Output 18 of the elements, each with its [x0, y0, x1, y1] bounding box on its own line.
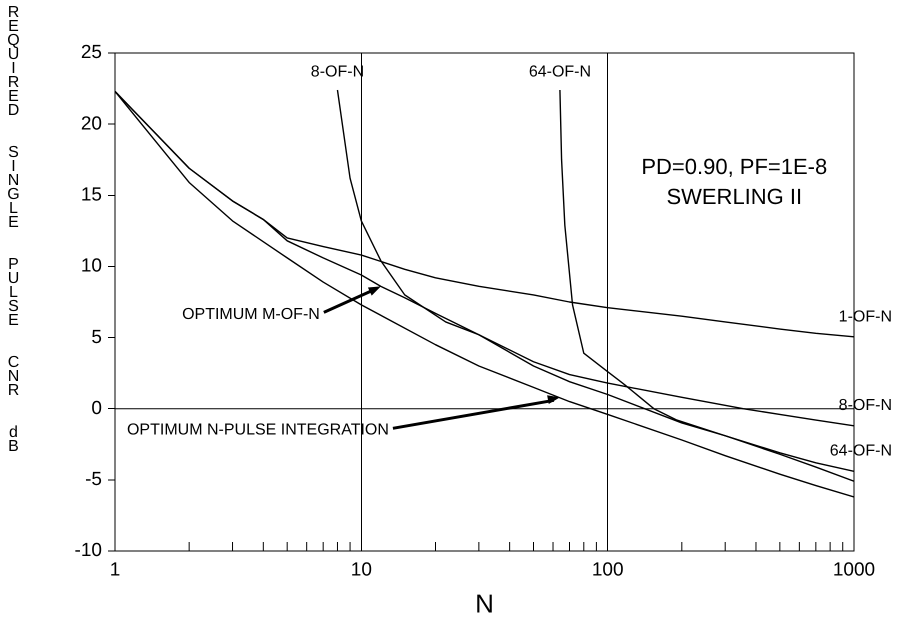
- x-axis-title: N: [475, 588, 494, 619]
- x-tick-label: 100: [592, 560, 624, 581]
- y-tick-label: -5: [85, 469, 102, 490]
- y-tick-label: 20: [80, 113, 102, 134]
- y-tick-label: 0: [91, 398, 102, 419]
- y-tick-label: -10: [74, 540, 102, 562]
- y-tick-label: 15: [80, 184, 102, 206]
- y-tick-label: 10: [80, 256, 102, 277]
- y-tick-label: 5: [91, 326, 102, 348]
- annotation: PD=0.90, PF=1E-8: [641, 154, 828, 180]
- y-axis-title: REQUIRED SINGLE PULSE CNR dB: [4, 4, 22, 454]
- annotation: OPTIMUM M-OF-N: [182, 306, 320, 323]
- x-tick-label: 10: [350, 560, 372, 581]
- x-tick-label: 1: [110, 560, 120, 581]
- y-tick-label: 25: [80, 42, 102, 64]
- text: 64-OF-N: [528, 63, 592, 80]
- x-tick-label: 1000: [832, 560, 876, 581]
- annotation: SWERLING II: [666, 184, 802, 210]
